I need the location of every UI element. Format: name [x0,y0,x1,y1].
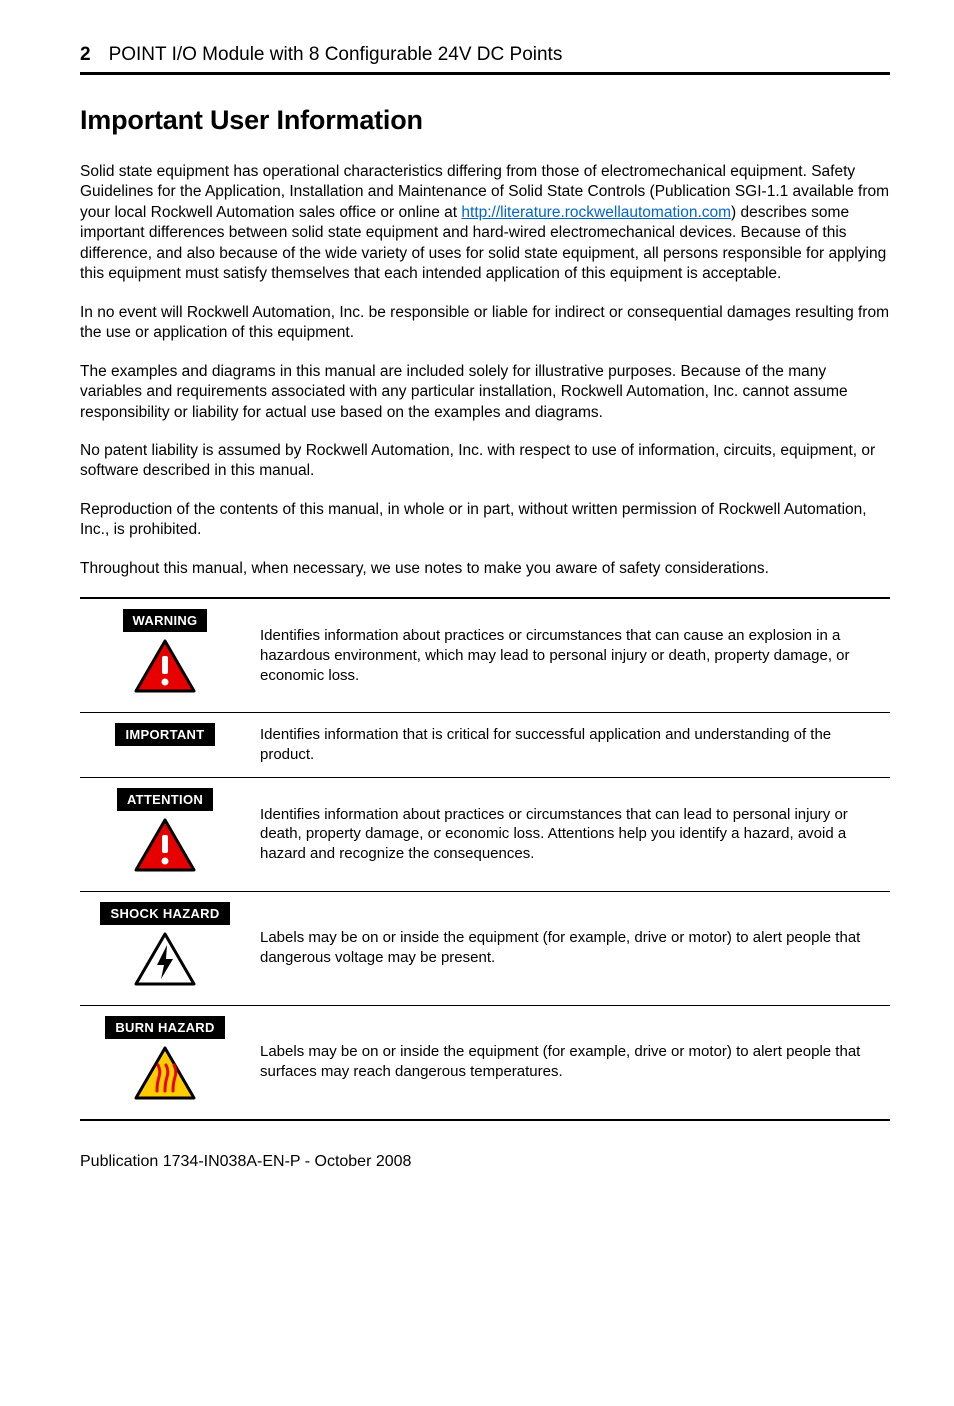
paragraph-3: The examples and diagrams in this manual… [80,362,890,423]
notice-row-attention: ATTENTION Identifies information about p… [80,777,890,891]
running-header: 2 POINT I/O Module with 8 Configurable 2… [80,44,890,66]
section-title: Important User Information [80,105,890,136]
notice-text-burn: Labels may be on or inside the equipment… [250,1005,890,1119]
notice-text-warning: Identifies information about practices o… [250,598,890,712]
notice-row-important: IMPORTANT Identifies information that is… [80,713,890,778]
paragraph-6: Throughout this manual, when necessary, … [80,559,890,579]
paragraph-4: No patent liability is assumed by Rockwe… [80,441,890,482]
badge-warning: WARNING [123,609,208,632]
notices-table: WARNING Identifies information about pra… [80,597,890,1120]
badge-attention: ATTENTION [117,788,213,811]
shock-triangle-icon [90,931,240,993]
badge-important: IMPORTANT [115,723,214,746]
badge-burn: BURN HAZARD [105,1016,224,1039]
burn-triangle-icon [90,1045,240,1107]
badge-shock: SHOCK HAZARD [100,902,229,925]
paragraph-5: Reproduction of the contents of this man… [80,500,890,541]
notice-text-shock: Labels may be on or inside the equipment… [250,891,890,1005]
warning-triangle-icon [90,638,240,700]
literature-link[interactable]: http://literature.rockwellautomation.com [461,204,731,221]
publication-footer: Publication 1734-IN038A-EN-P - October 2… [80,1153,890,1171]
notice-row-shock: SHOCK HAZARD Labels may be on or inside … [80,891,890,1005]
header-rule [80,72,890,75]
running-title: POINT I/O Module with 8 Configurable 24V… [109,44,563,66]
notice-row-warning: WARNING Identifies information about pra… [80,598,890,712]
attention-triangle-icon [90,817,240,879]
notice-text-important: Identifies information that is critical … [250,713,890,778]
paragraph-2: In no event will Rockwell Automation, In… [80,303,890,344]
notice-text-attention: Identifies information about practices o… [250,777,890,891]
paragraph-1: Solid state equipment has operational ch… [80,162,890,285]
page-number: 2 [80,44,91,66]
notice-row-burn: BURN HAZARD Labels may be on or inside t… [80,1005,890,1119]
